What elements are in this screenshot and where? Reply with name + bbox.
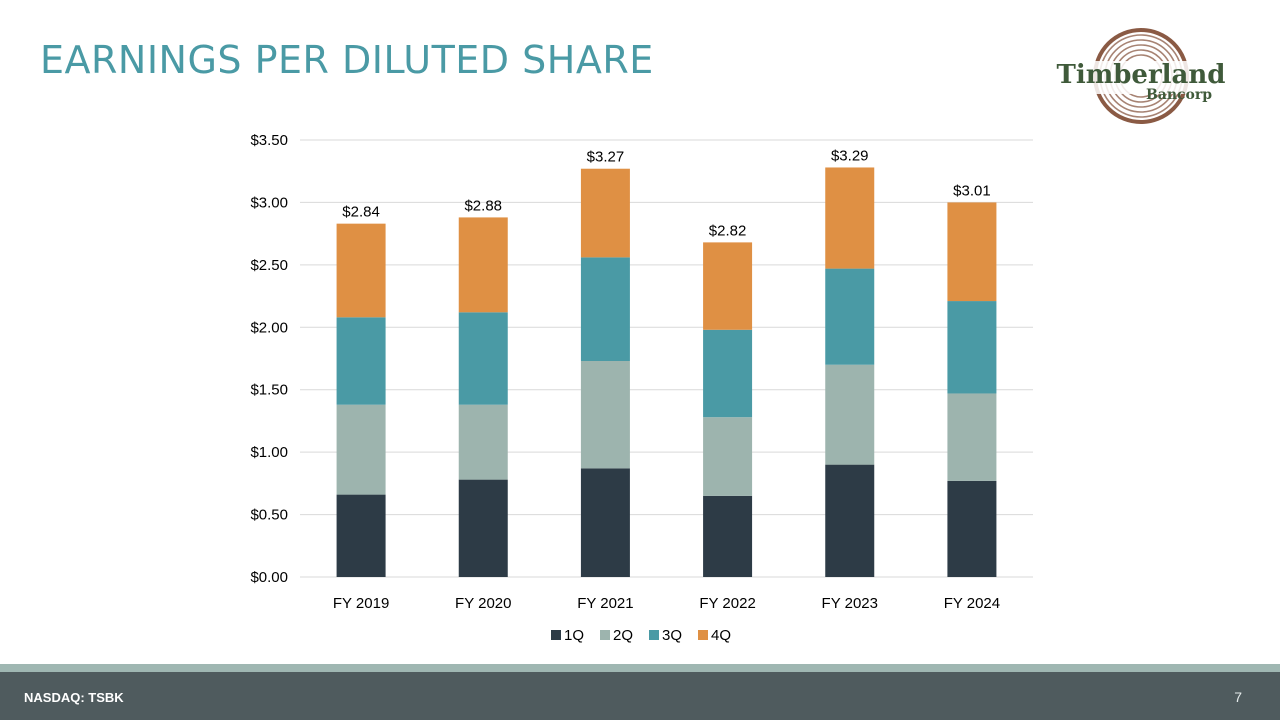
- total-label: $2.88: [464, 197, 502, 214]
- legend-label: 1Q: [564, 627, 584, 644]
- bar-segment-1q: [703, 495, 753, 577]
- legend-label: 3Q: [662, 627, 682, 644]
- eps-stacked-bar-chart: $0.00 $0.50 $1.00 $1.50 $2.00 $2.50 $3.00 $3.50…: [250, 132, 1033, 644]
- total-label: $2.82: [709, 222, 747, 239]
- bar-segment-4q: [580, 168, 630, 258]
- x-tick-label: FY 2021: [577, 595, 633, 612]
- y-tick-label: $1.50: [250, 382, 288, 399]
- bar-segment-1q: [947, 480, 997, 577]
- bar-segment-1q: [580, 468, 630, 577]
- total-label: $3.27: [587, 149, 625, 166]
- bar-segment-2q: [458, 404, 508, 480]
- gridlines: [300, 139, 1033, 578]
- y-tick-label: $3.50: [250, 132, 288, 149]
- y-axis-ticks: $0.00 $0.50 $1.00 $1.50 $2.00 $2.50 $3.00 $3.50: [250, 132, 288, 586]
- y-tick-label: $3.00: [250, 194, 288, 211]
- legend: 1Q 2Q 3Q 4Q: [551, 627, 731, 644]
- bar-segment-1q: [458, 479, 508, 577]
- y-tick-label: $0.50: [250, 507, 288, 524]
- timberland-bancorp-logo: Timberland Bancorp: [1055, 28, 1230, 124]
- x-axis-ticks: FY 2019 FY 2020 FY 2021 FY 2022 FY 2023 FY 20…: [333, 595, 1000, 612]
- legend-swatch: [649, 630, 659, 640]
- bar-segment-1q: [336, 494, 386, 577]
- bars: [336, 167, 997, 577]
- y-tick-label: $1.00: [250, 444, 288, 461]
- y-tick-label: $2.50: [250, 257, 288, 274]
- x-tick-label: FY 2019: [333, 595, 389, 612]
- bar-segment-2q: [703, 417, 753, 496]
- total-label: $3.01: [953, 182, 991, 199]
- bar-segment-3q: [825, 268, 875, 365]
- bar-segment-1q: [825, 464, 875, 577]
- bar-segment-3q: [458, 312, 508, 405]
- total-labels: $2.84 $2.88 $3.27 $2.82 $3.29 $3.01: [342, 147, 990, 239]
- x-tick-label: FY 2022: [699, 595, 755, 612]
- legend-swatch: [600, 630, 610, 640]
- logo-subname: Bancorp: [1146, 87, 1212, 103]
- legend-swatch: [698, 630, 708, 640]
- legend-label: 2Q: [613, 627, 633, 644]
- bar-segment-4q: [336, 223, 386, 318]
- bar-segment-3q: [336, 317, 386, 405]
- bar-segment-3q: [580, 257, 630, 361]
- bar-segment-2q: [336, 404, 386, 495]
- legend-swatch: [551, 630, 561, 640]
- page-number: 7: [1234, 689, 1242, 705]
- ticker-label: NASDAQ: TSBK: [24, 690, 124, 705]
- x-tick-label: FY 2020: [455, 595, 511, 612]
- total-label: $3.29: [831, 147, 869, 164]
- y-tick-label: $0.00: [250, 569, 288, 586]
- bar-segment-4q: [703, 242, 753, 330]
- footer-accent-band: [0, 664, 1280, 672]
- x-tick-label: FY 2024: [944, 595, 1000, 612]
- bar-segment-4q: [947, 202, 997, 302]
- legend-label: 4Q: [711, 627, 731, 644]
- footer-bar: [0, 672, 1280, 720]
- bar-segment-2q: [947, 393, 997, 481]
- x-tick-label: FY 2023: [822, 595, 878, 612]
- logo-name: Timberland: [1057, 60, 1226, 90]
- bar-segment-3q: [947, 301, 997, 394]
- bar-segment-2q: [580, 360, 630, 469]
- total-label: $2.84: [342, 204, 380, 221]
- y-tick-label: $2.00: [250, 319, 288, 336]
- bar-segment-4q: [825, 167, 875, 269]
- slide-title: EARNINGS PER DILUTED SHARE: [40, 38, 654, 82]
- bar-segment-3q: [703, 329, 753, 418]
- bar-segment-4q: [458, 217, 508, 313]
- bar-segment-2q: [825, 364, 875, 465]
